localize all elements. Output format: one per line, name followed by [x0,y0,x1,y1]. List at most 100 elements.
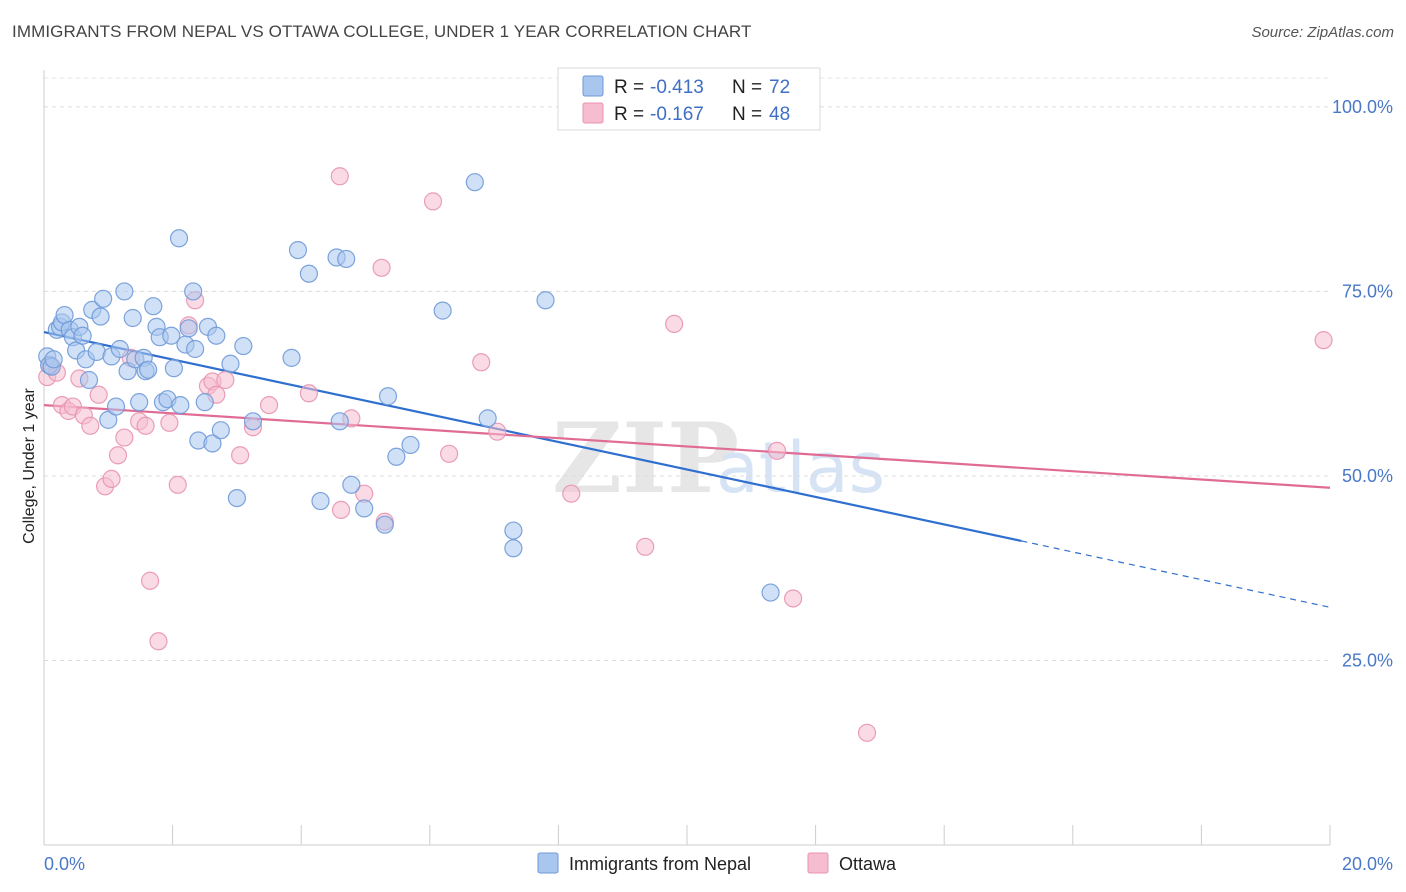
point-nepal [282,348,301,367]
point-nepal [761,583,780,602]
point-nepal [337,249,356,269]
y-tick-label: 25.0% [1342,650,1393,670]
point-nepal [330,412,349,431]
point-nepal [355,499,374,518]
point-nepal [288,240,308,260]
point-ottawa [149,632,168,651]
point-nepal [401,435,420,455]
legend-r-label-2: R = [614,104,644,125]
legend-r-value-2: -0.167 [650,104,704,125]
point-nepal [221,354,240,373]
point-ottawa [472,353,491,372]
bottom-legend: Immigrants from Nepal Ottawa [537,852,897,874]
y-axis-title: College, Under 1 year [21,388,38,544]
point-nepal [91,307,110,326]
point-nepal [465,173,484,192]
trend-line-nepal-extension [1021,540,1331,608]
bottom-legend-swatch-ottawa [807,852,829,874]
point-nepal [227,488,246,508]
point-ottawa [331,500,351,520]
point-ottawa [216,370,235,390]
point-nepal [179,319,198,338]
point-nepal [211,421,230,440]
legend-n-label-1: N = [732,77,762,98]
point-nepal [139,360,158,379]
point-ottawa [259,395,279,415]
point-ottawa [636,537,655,556]
point-ottawa [488,422,507,441]
point-nepal [536,291,555,310]
point-nepal [115,282,134,301]
legend-r-value-1: -0.413 [650,77,704,98]
point-nepal [387,447,406,466]
legend-swatch-nepal [582,75,604,97]
bottom-legend-label-ottawa: Ottawa [839,854,897,874]
point-nepal [504,539,523,558]
point-ottawa [115,428,134,447]
legend-n-label-2: N = [732,104,762,125]
legend-swatch-ottawa [582,102,604,124]
y-tick-labels: 25.0% 50.0% 75.0% 100.0% [1332,97,1393,671]
legend-n-value-2: 48 [769,104,790,125]
y-tick-label: 50.0% [1342,466,1393,486]
point-ottawa [767,441,787,460]
point-nepal [169,229,189,248]
point-nepal [433,301,452,320]
point-nepal [195,393,214,412]
watermark-atlas: atlas [716,427,885,509]
point-nepal [478,409,497,428]
point-nepal [106,397,126,416]
source-credit: Source: ZipAtlas.com [1251,24,1394,41]
point-nepal [162,326,181,345]
point-nepal [44,350,63,369]
bottom-legend-label-nepal: Immigrants from Nepal [569,854,751,874]
point-nepal [110,339,129,359]
point-ottawa [439,444,459,463]
point-ottawa [857,723,877,742]
bottom-legend-swatch-nepal [537,852,559,874]
point-ottawa [160,413,179,432]
legend: R = -0.413 N = 72 R = -0.167 N = 48 [557,67,821,131]
point-ottawa [783,589,803,608]
point-nepal [375,515,394,534]
point-ottawa [330,167,349,186]
point-ottawa [665,314,684,334]
point-nepal [186,339,205,359]
x-tick-label: 20.0% [1342,854,1393,874]
point-nepal [378,387,398,406]
point-ottawa [108,446,128,465]
point-nepal [207,326,226,345]
point-nepal [299,264,319,283]
data-points [38,167,1333,742]
point-nepal [311,491,330,511]
point-nepal [504,521,523,540]
point-nepal [171,395,190,415]
point-nepal [123,308,142,328]
point-nepal [94,289,113,308]
point-nepal [342,475,361,494]
point-ottawa [423,192,443,211]
point-ottawa [231,446,250,465]
point-nepal [130,393,149,412]
chart-title: IMMIGRANTS FROM NEPAL VS OTTAWA COLLEGE,… [12,22,752,41]
x-tick-labels: 0.0% 20.0% [44,854,1393,874]
point-ottawa [136,416,155,435]
legend-r-label-1: R = [614,77,644,98]
point-nepal [79,370,99,390]
point-ottawa [140,571,160,590]
point-ottawa [299,384,319,403]
x-tick-label: 0.0% [44,854,85,874]
point-ottawa [168,475,187,494]
point-nepal [164,359,183,378]
point-nepal [73,326,92,345]
axes [43,70,1331,846]
point-nepal [243,412,263,431]
point-ottawa [81,416,100,435]
point-nepal [144,297,163,316]
y-tick-label: 75.0% [1342,281,1393,301]
trend-lines [43,330,1331,608]
point-ottawa [372,258,391,277]
point-nepal [203,434,222,453]
y-tick-label: 100.0% [1332,97,1393,117]
